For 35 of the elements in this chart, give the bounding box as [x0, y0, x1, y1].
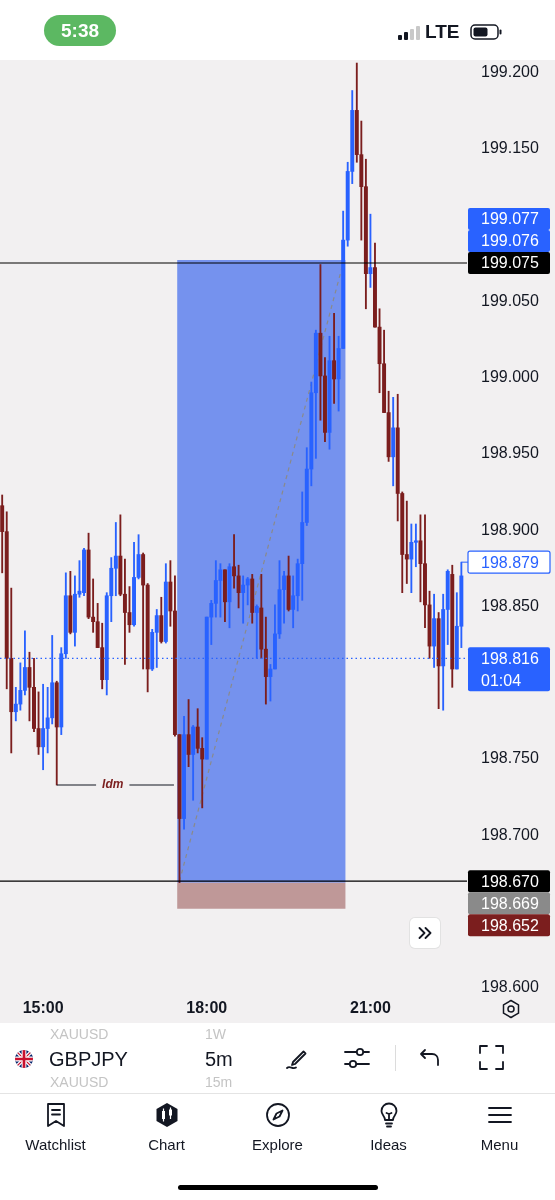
text: Chart — [148, 1136, 185, 1153]
text: GBPJPY — [49, 1048, 128, 1070]
y-tick-label: 199.200 — [481, 62, 539, 80]
text: 199.077 — [481, 210, 539, 228]
text: LTE — [425, 21, 460, 42]
y-tick-label: 199.050 — [481, 291, 539, 309]
y-tick-label: 199.150 — [481, 138, 539, 156]
text: 15m — [205, 1074, 233, 1090]
y-tick-label: 199.000 — [481, 367, 539, 385]
text: Menu — [480, 1136, 519, 1153]
text: Ideas — [370, 1136, 407, 1153]
x-tick-label: 15:00 — [22, 999, 64, 1017]
y-tick-label: 198.850 — [481, 596, 539, 614]
text: 1W — [205, 1026, 226, 1042]
ref-line-label: 198.816 01:04 — [481, 649, 539, 689]
y-tick-label: 198.900 — [481, 520, 539, 538]
ref-line-label: 199.075 — [481, 254, 539, 272]
text: 199.076 — [481, 232, 539, 250]
annotation: 198.879 — [481, 553, 539, 571]
text: XAUUSD — [50, 1074, 109, 1090]
y-tick-label: 198.750 — [481, 749, 539, 767]
ref-line-label: 198.670 — [481, 872, 539, 890]
text: Watchlist — [25, 1136, 86, 1153]
y-tick-label: 198.950 — [481, 444, 539, 462]
y-tick-label: 198.700 — [481, 825, 539, 843]
x-tick-label: 21:00 — [349, 999, 391, 1017]
annotation: Idm — [102, 777, 124, 792]
text: 5:38 — [60, 19, 100, 42]
text: 5m — [205, 1048, 233, 1070]
y-tick-label: 198.600 — [481, 978, 539, 996]
text: 198.669 — [481, 894, 539, 912]
text: XAUUSD — [50, 1026, 109, 1042]
text: 198.652 — [481, 916, 539, 934]
text: Explore — [252, 1136, 303, 1153]
x-tick-label: 18:00 — [186, 999, 228, 1017]
